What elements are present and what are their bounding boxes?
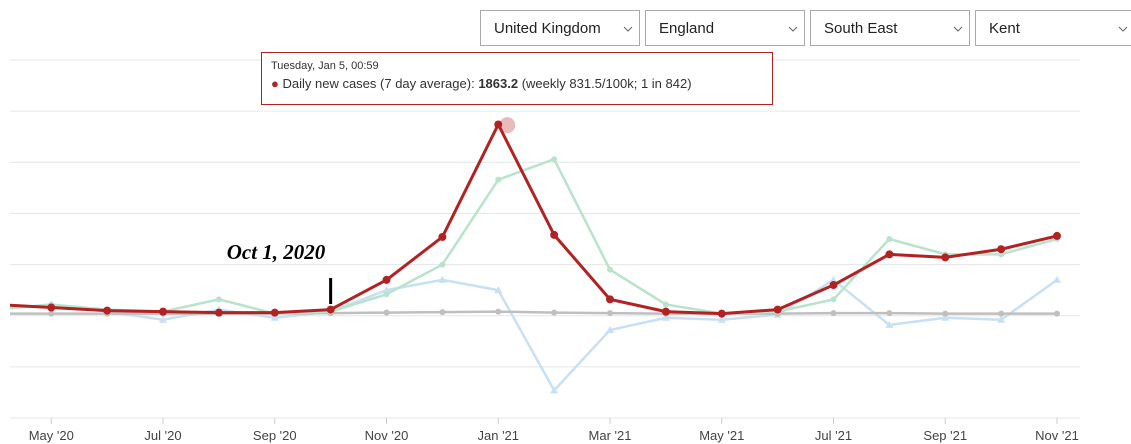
point xyxy=(885,320,894,328)
chevron xyxy=(788,26,798,32)
point xyxy=(662,301,669,308)
point xyxy=(661,313,670,321)
chevron xyxy=(953,26,963,32)
series-line xyxy=(10,310,1057,315)
point xyxy=(1054,310,1060,317)
point xyxy=(382,275,391,284)
tooltip-dot: ● xyxy=(271,76,279,91)
point xyxy=(997,245,1006,254)
point xyxy=(717,315,726,323)
point xyxy=(1053,231,1061,240)
point xyxy=(439,261,446,268)
point xyxy=(270,313,279,321)
point xyxy=(215,296,222,303)
annotation: Oct 1, 2020 xyxy=(227,240,326,264)
point xyxy=(606,295,615,304)
point xyxy=(159,315,168,323)
x-tick-label: Jul '21 xyxy=(815,428,852,443)
point xyxy=(48,310,55,317)
point xyxy=(383,291,390,298)
tooltip-detail: (weekly 831.5/100k; 1 in 842) xyxy=(521,76,692,91)
point xyxy=(326,305,335,314)
point xyxy=(551,309,558,316)
country-dropdown[interactable]: United Kingdom xyxy=(480,10,640,46)
series-line xyxy=(10,157,1058,315)
point xyxy=(606,326,615,334)
series-line xyxy=(10,122,1058,316)
point xyxy=(941,253,950,262)
x-tick-label: Nov '21 xyxy=(1035,428,1079,443)
tooltip-value: 1863.2 xyxy=(478,76,519,91)
tooltip-date: Tuesday, Jan 5, 00:59 xyxy=(271,60,379,72)
point xyxy=(495,176,502,183)
x-tick-label: Mar '21 xyxy=(589,428,632,443)
point xyxy=(159,307,168,316)
point xyxy=(942,310,949,317)
x-tick-label: Sep '20 xyxy=(253,428,297,443)
region-dropdown[interactable]: South East xyxy=(810,10,970,46)
point xyxy=(383,309,390,316)
point xyxy=(550,230,559,239)
point xyxy=(773,305,782,314)
dropdown-value: Kent xyxy=(989,19,1020,37)
point xyxy=(830,296,837,303)
dropdown-value: South East xyxy=(824,19,898,37)
point xyxy=(998,310,1005,317)
point xyxy=(661,307,670,316)
point xyxy=(439,309,446,316)
x-tick-label: Nov '20 xyxy=(365,428,409,443)
x-tick-label: May '20 xyxy=(29,428,74,443)
tooltip-row: ● Daily new cases (7 day average): 1863.… xyxy=(271,76,763,91)
point xyxy=(829,281,838,290)
point xyxy=(494,286,503,294)
point xyxy=(607,310,614,317)
tooltip-label: Daily new cases (7 day average): xyxy=(282,76,475,91)
x-tick-label: May '21 xyxy=(699,428,744,443)
point xyxy=(382,286,391,294)
point xyxy=(941,313,950,321)
dropdown-value: United Kingdom xyxy=(494,19,601,37)
x-tick-label: Sep '21 xyxy=(923,428,967,443)
nation-dropdown[interactable]: England xyxy=(645,10,805,46)
series-line xyxy=(10,278,1058,392)
point xyxy=(885,250,894,259)
tooltip: Tuesday, Jan 5, 00:59 ● Daily new cases … xyxy=(261,52,773,105)
point xyxy=(494,120,503,129)
point xyxy=(47,303,56,312)
point xyxy=(717,309,726,318)
dropdown-value: England xyxy=(659,19,715,37)
point xyxy=(495,308,502,315)
point xyxy=(607,266,614,273)
point xyxy=(438,232,447,241)
x-tick-label: Jan '21 xyxy=(478,428,520,443)
point xyxy=(550,386,559,394)
chevron xyxy=(623,26,633,32)
point xyxy=(886,236,893,242)
hover-point xyxy=(499,117,516,134)
point xyxy=(830,310,837,317)
point xyxy=(103,306,112,315)
point xyxy=(551,156,558,163)
area-dropdown[interactable]: Kent xyxy=(975,10,1131,46)
point xyxy=(886,310,893,317)
x-tick-label: Jul '20 xyxy=(144,428,181,443)
point xyxy=(1053,275,1061,283)
point xyxy=(997,315,1006,323)
chevron xyxy=(1118,26,1128,32)
point xyxy=(829,275,838,283)
point xyxy=(438,275,447,283)
point xyxy=(270,308,279,317)
point xyxy=(214,308,223,317)
